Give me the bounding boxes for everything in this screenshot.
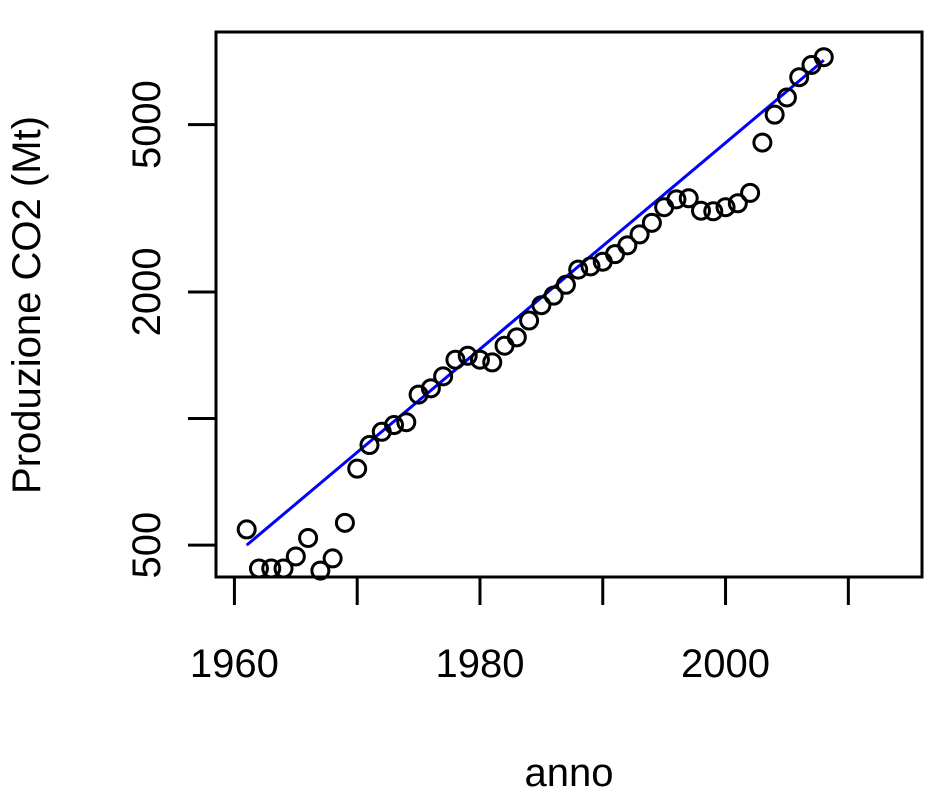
data-point (384, 415, 405, 436)
x-tick-label: 2000 (681, 642, 770, 686)
data-point (580, 256, 601, 277)
data-point (469, 349, 490, 370)
data-point (248, 558, 269, 579)
data-point (273, 558, 294, 579)
data-point (555, 274, 576, 295)
data-point (396, 412, 417, 433)
data-point (629, 224, 650, 245)
data-point (715, 197, 736, 218)
data-point (506, 327, 527, 348)
x-tick-label: 1960 (190, 642, 279, 686)
data-point (334, 512, 355, 533)
data-point (764, 104, 785, 125)
data-point (261, 558, 282, 579)
y-tick-label: 5000 (125, 80, 169, 169)
y-axis-title: Produzione CO2 (Mt) (5, 116, 49, 494)
data-points-layer (236, 47, 834, 581)
data-point (678, 188, 699, 209)
trend-line-layer (245, 59, 825, 547)
data-point (740, 182, 761, 203)
data-point (789, 67, 810, 88)
x-axis: 1960 1980 2000 (190, 575, 850, 686)
y-axis: 500 2000 5000 (125, 80, 218, 579)
y-tick-label: 2000 (125, 247, 169, 336)
data-point (285, 546, 306, 567)
data-point (322, 548, 343, 569)
data-point (236, 519, 257, 540)
data-point (617, 235, 638, 256)
data-point (310, 560, 331, 581)
data-point (727, 193, 748, 214)
trend-line (245, 59, 825, 547)
data-point (457, 345, 478, 366)
plot-frame (214, 30, 924, 579)
data-point (654, 197, 675, 218)
data-point (776, 87, 797, 108)
data-point (445, 349, 466, 370)
data-point (298, 527, 319, 548)
x-axis-title: anno (525, 751, 614, 792)
data-point (813, 47, 834, 68)
data-point (482, 352, 503, 373)
data-point (519, 310, 540, 331)
data-point (568, 259, 589, 280)
data-point (690, 200, 711, 221)
data-point (347, 458, 368, 479)
data-point (666, 189, 687, 210)
data-point (359, 435, 380, 456)
data-point (433, 366, 454, 387)
data-point (752, 132, 773, 153)
data-point (641, 212, 662, 233)
y-tick-label: 500 (125, 512, 169, 579)
data-point (531, 295, 552, 316)
x-tick-label: 1980 (435, 642, 524, 686)
data-point (420, 378, 441, 399)
data-point (494, 335, 515, 356)
data-point (703, 201, 724, 222)
data-point (543, 285, 564, 306)
